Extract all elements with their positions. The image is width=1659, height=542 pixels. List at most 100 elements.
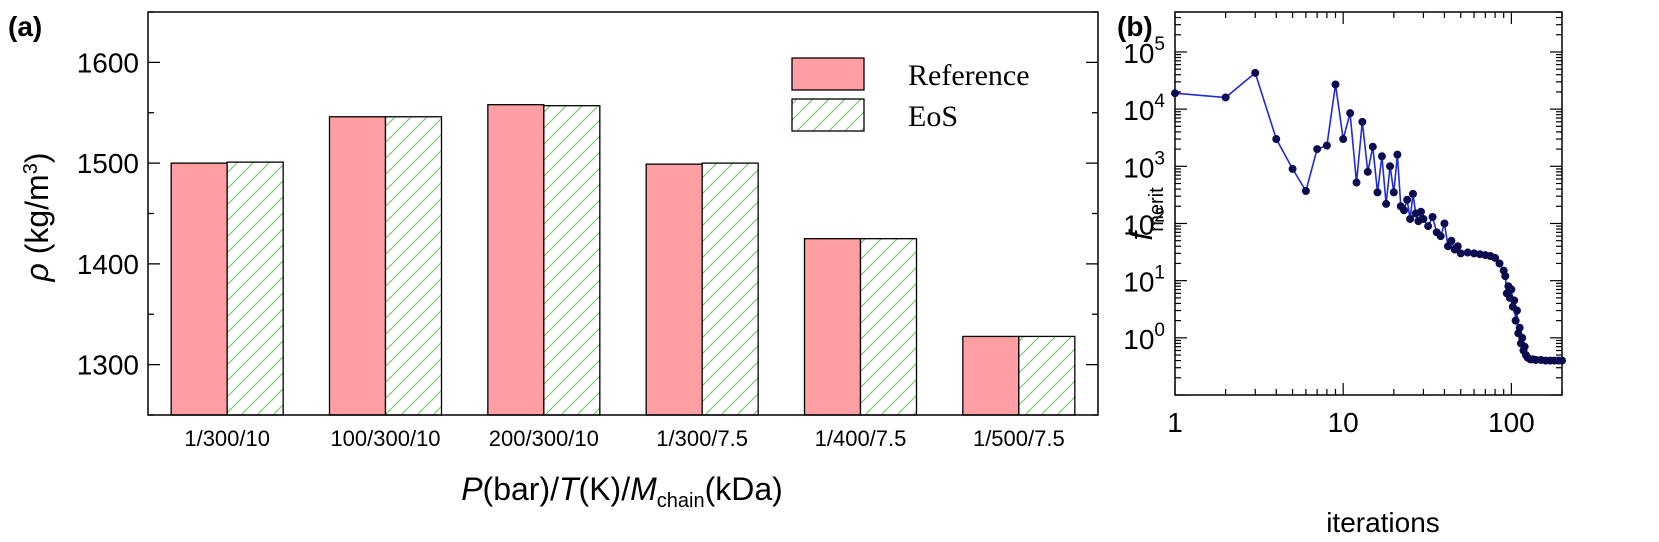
merit-point [1358,117,1367,126]
legend-swatch-reference [791,57,865,91]
merit-point [1346,109,1355,118]
legend-swatch-eos [791,98,865,132]
y-tick-label: 1400 [77,249,139,280]
merit-point [1520,342,1529,351]
reference-bar-4 [645,163,703,416]
x-label-part: (bar)/ [483,471,560,507]
panel-b-frame [1174,11,1563,396]
merit-point [1463,248,1472,257]
merit-point [1368,142,1377,151]
merit-point [1424,222,1433,231]
x-tick-label: 1/300/7.5 [656,426,748,451]
merit-point [1377,152,1386,161]
eos-bar-4 [701,162,759,416]
panel-a-bars: 1/300/10 100/300/10 200/300/10 1/300/7.5 1/4… [170,104,1076,451]
panel-a-legend: Reference EoS [791,57,1030,133]
merit-point [1393,150,1402,159]
x-tick-label: 1 [1167,407,1183,438]
eos-bar-2 [384,116,443,416]
panel-a-bar-chart: (a) 1/300/10 100/300/10 200/300/10 1/300/7.… [8,11,1099,512]
merit-point [1288,164,1297,173]
legend-label-reference: Reference [908,59,1030,92]
reference-bar-3 [487,104,545,416]
panel-b-series [1171,68,1566,365]
x-tick-label: 1/400/7.5 [815,426,907,451]
merit-point [1403,195,1412,204]
x-label-part: (K)/ [579,471,631,507]
legend-label-eos: EoS [908,100,958,133]
y-label-text: (kg/m [19,174,55,263]
merit-point [1322,141,1331,150]
panel-b-label: (b) [1117,11,1153,42]
merit-point [1456,249,1465,258]
x-label-part: M [630,471,657,507]
merit-point [1507,285,1516,294]
panel-b-y-axis-label: fmerit [1123,187,1168,241]
merit-point [1419,214,1428,223]
eos-bar-5 [859,238,918,416]
x-label-part: (kDa) [705,471,783,507]
panel-b-x-axis-label: iterations [1326,507,1440,538]
eos-bar-6 [1018,335,1076,416]
merit-point [1382,199,1391,208]
panel-a-y-axis-label: ρ (kg/m3) [19,153,55,283]
merit-point [1373,188,1382,197]
merit-point [1436,232,1445,241]
reference-bar-1 [170,162,228,416]
merit-point [1470,249,1479,258]
merit-point [1400,206,1409,215]
merit-line [1174,71,1562,362]
y-tick-label: 102 [1123,205,1165,240]
merit-point [1301,186,1310,195]
panel-b-axes: 100 101 102 103 104 105 1 10 100 [1123,11,1563,438]
y-tick-label: 1600 [77,47,139,78]
panel-a-label: (a) [8,11,42,42]
merit-point [1352,178,1361,187]
merit-point [1512,306,1521,315]
y-tick-label: 1300 [77,350,139,381]
reference-bar-5 [803,238,862,416]
x-tick-label: 10 [1328,407,1359,438]
merit-point [1221,93,1230,102]
y-tick-label: 105 [1123,34,1165,69]
f-subscript: merit [1146,187,1168,232]
merit-point [1406,214,1415,223]
y-tick-label: 104 [1123,91,1165,126]
x-label-part: chain [657,490,705,512]
merit-point [1501,272,1510,281]
merit-point [1518,333,1527,342]
merit-point [1389,188,1398,197]
merit-point [1515,323,1524,332]
x-tick-label: 1/300/10 [184,426,270,451]
merit-point [1440,219,1449,228]
x-label-part: T [559,471,581,507]
merit-point [1171,89,1179,98]
merit-point [1558,356,1566,365]
merit-point [1272,135,1281,144]
merit-point [1453,242,1462,251]
y-label-close: ) [19,153,55,164]
merit-point [1251,68,1260,77]
x-tick-label: 200/300/10 [489,426,599,451]
panel-a-x-axis-label: P(bar)/T(K)/Mchain(kDa) [461,471,783,512]
merit-point [1339,135,1348,144]
y-tick-label: 1500 [77,148,139,179]
reference-bar-2 [328,116,387,416]
merit-point [1386,162,1395,171]
reference-bar-6 [962,335,1020,416]
merit-point [1447,236,1456,245]
y-label-symbol: ρ [19,263,55,282]
merit-point [1331,80,1340,89]
merit-point [1511,316,1520,325]
merit-point [1313,145,1322,154]
merit-point [1416,207,1425,216]
eos-bar-3 [543,105,601,416]
merit-point [1428,212,1437,221]
y-label-sup: 3 [20,163,42,174]
x-tick-label: 100 [1488,407,1535,438]
y-tick-label: 101 [1123,263,1165,298]
merit-point [1491,253,1500,262]
panel-a-axes: 1300 1400 1500 1600 [77,11,1099,416]
